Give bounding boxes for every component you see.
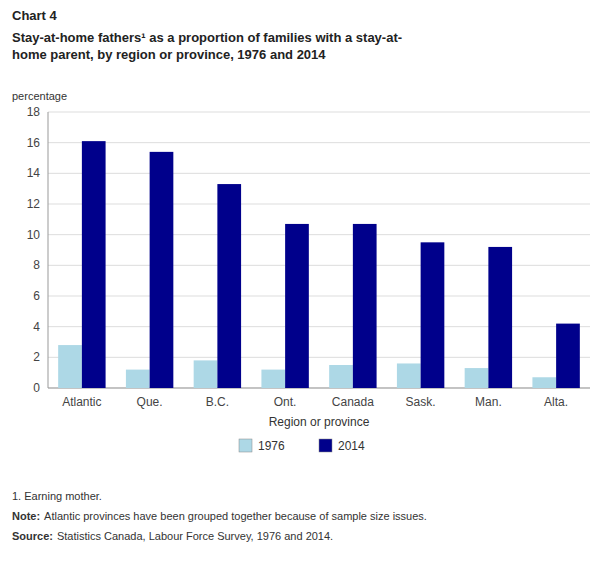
legend-label: 2014 bbox=[338, 439, 365, 453]
grid-line bbox=[48, 173, 590, 174]
x-tick-label: Alta. bbox=[544, 395, 568, 409]
footnote: 1. Earning mother. bbox=[12, 490, 102, 502]
bar bbox=[194, 360, 218, 388]
y-tick-label: 4 bbox=[33, 320, 40, 334]
title: Stay-at-home fathers¹ as a proportion of… bbox=[12, 30, 402, 45]
legend: 1976 2014 bbox=[239, 439, 365, 453]
footnote-heading: Source: bbox=[12, 530, 53, 542]
bar bbox=[488, 247, 512, 388]
grid-line bbox=[48, 142, 590, 143]
legend-label: 1976 bbox=[258, 439, 285, 453]
y-axis-line bbox=[48, 112, 49, 388]
y-tick-label: 18 bbox=[27, 105, 41, 119]
y-tick-label: 8 bbox=[33, 258, 40, 272]
background bbox=[0, 0, 607, 569]
y-tick-label: 10 bbox=[27, 228, 41, 242]
bar bbox=[126, 370, 150, 388]
y-axis-label: percentage bbox=[12, 90, 67, 102]
x-tick-label: Sask. bbox=[406, 395, 436, 409]
title: home parent, by region or province, 1976… bbox=[12, 47, 326, 62]
grid-line bbox=[48, 204, 590, 205]
bar bbox=[285, 224, 309, 388]
x-tick-label: B.C. bbox=[206, 395, 229, 409]
legend-swatch bbox=[319, 439, 332, 452]
footnote-text: Atlantic provinces have been grouped tog… bbox=[44, 510, 427, 522]
footnote: Source: Statistics Canada, Labour Force S… bbox=[12, 530, 333, 542]
footnote-heading: Note: bbox=[12, 510, 40, 522]
footnote-text: Statistics Canada, Labour Force Survey, … bbox=[57, 530, 333, 542]
bar bbox=[556, 324, 580, 388]
chart-container: Chart 4 Stay-at-home fathers¹ as a propor… bbox=[0, 0, 607, 569]
chart-label: Chart 4 bbox=[12, 8, 58, 23]
bar bbox=[82, 141, 106, 388]
x-tick-label: Que. bbox=[137, 395, 163, 409]
y-tick-label: 12 bbox=[27, 197, 41, 211]
bar bbox=[217, 184, 241, 388]
bar bbox=[58, 345, 82, 388]
x-axis-label: Region or province bbox=[269, 415, 370, 429]
y-tick-label: 2 bbox=[33, 350, 40, 364]
x-tick-label: Canada bbox=[332, 395, 374, 409]
grid-line bbox=[48, 112, 590, 113]
legend-swatch bbox=[239, 439, 252, 452]
footnote: Note: Atlantic provinces have been groupe… bbox=[12, 510, 427, 522]
x-tick-label: Ont. bbox=[274, 395, 297, 409]
bar bbox=[397, 363, 421, 388]
bar bbox=[532, 377, 556, 388]
x-tick-label: Atlantic bbox=[62, 395, 101, 409]
bars bbox=[58, 141, 580, 388]
y-tick-label: 14 bbox=[27, 166, 41, 180]
grid bbox=[48, 112, 590, 388]
y-tick-label: 16 bbox=[27, 136, 41, 150]
bar bbox=[421, 242, 445, 388]
bar bbox=[261, 370, 285, 388]
grid-line bbox=[48, 234, 590, 235]
y-tick-label: 6 bbox=[33, 289, 40, 303]
bar bbox=[353, 224, 377, 388]
y-tick-label: 0 bbox=[33, 381, 40, 395]
bar bbox=[150, 152, 174, 388]
bar bbox=[329, 365, 353, 388]
bar bbox=[465, 368, 489, 388]
x-tick-label: Man. bbox=[475, 395, 502, 409]
chart: Chart 4 Stay-at-home fathers¹ as a propor… bbox=[0, 0, 607, 569]
